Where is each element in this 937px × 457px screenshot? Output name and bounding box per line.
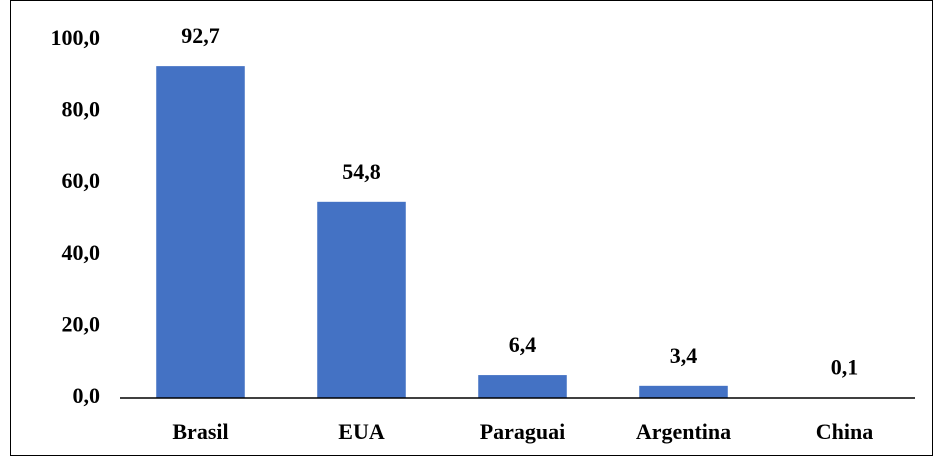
data-label: 6,4 [509,332,537,357]
y-tick-label: 0,0 [73,383,101,408]
data-label: 54,8 [342,159,381,184]
x-tick-label: Brasil [172,419,228,444]
x-tick-label: China [816,419,873,444]
bar [156,66,245,398]
data-label: 3,4 [670,343,698,368]
y-tick-label: 40,0 [62,240,101,265]
bar [317,201,406,398]
bar [639,385,728,398]
bar [478,375,567,398]
data-label: 92,7 [181,23,220,48]
y-tick-label: 20,0 [62,311,101,336]
y-tick-label: 100,0 [51,25,101,50]
y-tick-label: 60,0 [62,168,101,193]
chart-frame [10,0,933,456]
x-tick-label: EUA [338,419,385,444]
y-tick-label: 80,0 [62,97,101,122]
x-tick-label: Argentina [636,419,731,444]
data-label: 0,1 [831,355,859,380]
x-tick-label: Paraguai [480,419,566,444]
